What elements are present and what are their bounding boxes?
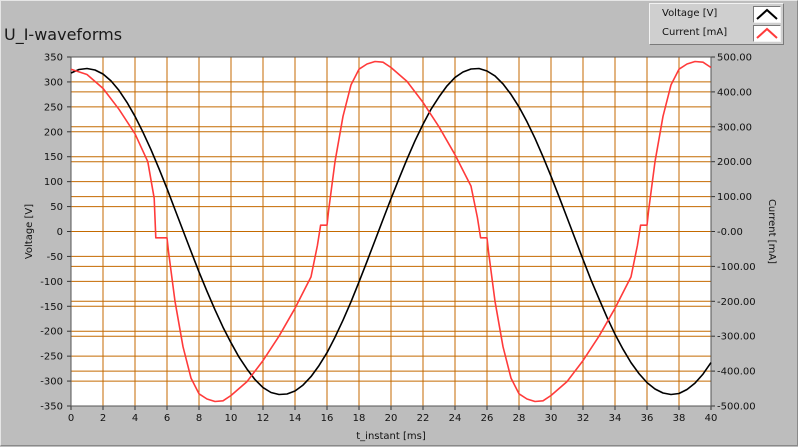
x-tick-label: 14 [289,413,302,424]
x-tick-label: 6 [164,413,170,424]
x-tick-label: 18 [353,413,366,424]
legend[interactable]: Voltage [V] Current [mA] [649,3,784,45]
y-left-tick-label: 250 [44,102,63,113]
x-tick-label: 0 [68,413,74,424]
y-left-tick-label: -50 [47,252,63,263]
legend-swatch-current[interactable] [753,25,781,42]
y-right-tick-label: -100.00 [717,262,756,273]
y-right-axis-title: Current [mA] [766,199,777,264]
y-right-tick-label: 200.00 [717,157,752,168]
x-tick-label: 2 [100,413,106,424]
plot-frame [70,56,712,407]
y-right-tick-label: 400.00 [717,87,752,98]
y-left-tick-label: -350 [40,402,63,413]
legend-item-voltage[interactable]: Voltage [V] [652,6,781,24]
y-right-tick-label: -500.00 [717,402,756,413]
y-left-tick-label: 200 [44,127,63,138]
chart-title: U_I-waveforms [4,25,123,44]
y-left-tick-label: -150 [40,302,63,313]
legend-swatch-voltage[interactable] [753,6,781,23]
y-right-tick-label: -200.00 [717,297,756,308]
current-line-icon [756,27,778,39]
y-right-tick-label: 500.00 [717,53,752,64]
x-tick-label: 26 [481,413,494,424]
y-left-tick-label: -250 [40,352,63,363]
y-left-tick-label: -200 [40,327,63,338]
y-left-tick-label: -300 [40,377,63,388]
legend-label-current: Current [mA] [662,27,728,38]
y-right-tick-label: -0.00 [717,227,743,238]
x-tick-label: 20 [385,413,398,424]
x-tick-label: 28 [513,413,526,424]
x-tick-label: 30 [545,413,558,424]
x-tick-label: 22 [417,413,430,424]
y-left-tick-label: -100 [40,277,63,288]
y-right-tick-label: -400.00 [717,367,756,378]
voltage-series-line [70,67,712,396]
x-tick-label: 24 [449,413,462,424]
current-series-line [70,60,712,403]
voltage-line-icon [756,8,778,20]
x-tick-label: 8 [196,413,202,424]
y-right-tick-label: 100.00 [717,192,752,203]
y-left-tick-label: 50 [50,202,63,213]
y-left-tick-label: 150 [44,152,63,163]
x-tick-label: 12 [257,413,270,424]
x-axis-title: t_instant [ms] [356,431,426,442]
x-tick-label: 40 [705,413,718,424]
x-tick-label: 10 [225,413,238,424]
x-tick-label: 16 [321,413,334,424]
y-left-axis-title: Voltage [V] [24,204,35,259]
y-left-tick-label: 300 [44,77,63,88]
x-tick-label: 38 [673,413,686,424]
y-left-tick-label: 350 [44,53,63,64]
legend-item-current[interactable]: Current [mA] [652,25,781,43]
y-left-tick-label: 0 [57,227,63,238]
x-tick-label: 32 [577,413,590,424]
x-tick-label: 36 [641,413,654,424]
legend-label-voltage: Voltage [V] [662,8,718,19]
y-left-tick-label: 100 [44,177,63,188]
y-right-tick-label: 300.00 [717,122,752,133]
x-tick-label: 34 [609,413,622,424]
x-tick-label: 4 [132,413,138,424]
y-right-tick-label: -300.00 [717,332,756,343]
